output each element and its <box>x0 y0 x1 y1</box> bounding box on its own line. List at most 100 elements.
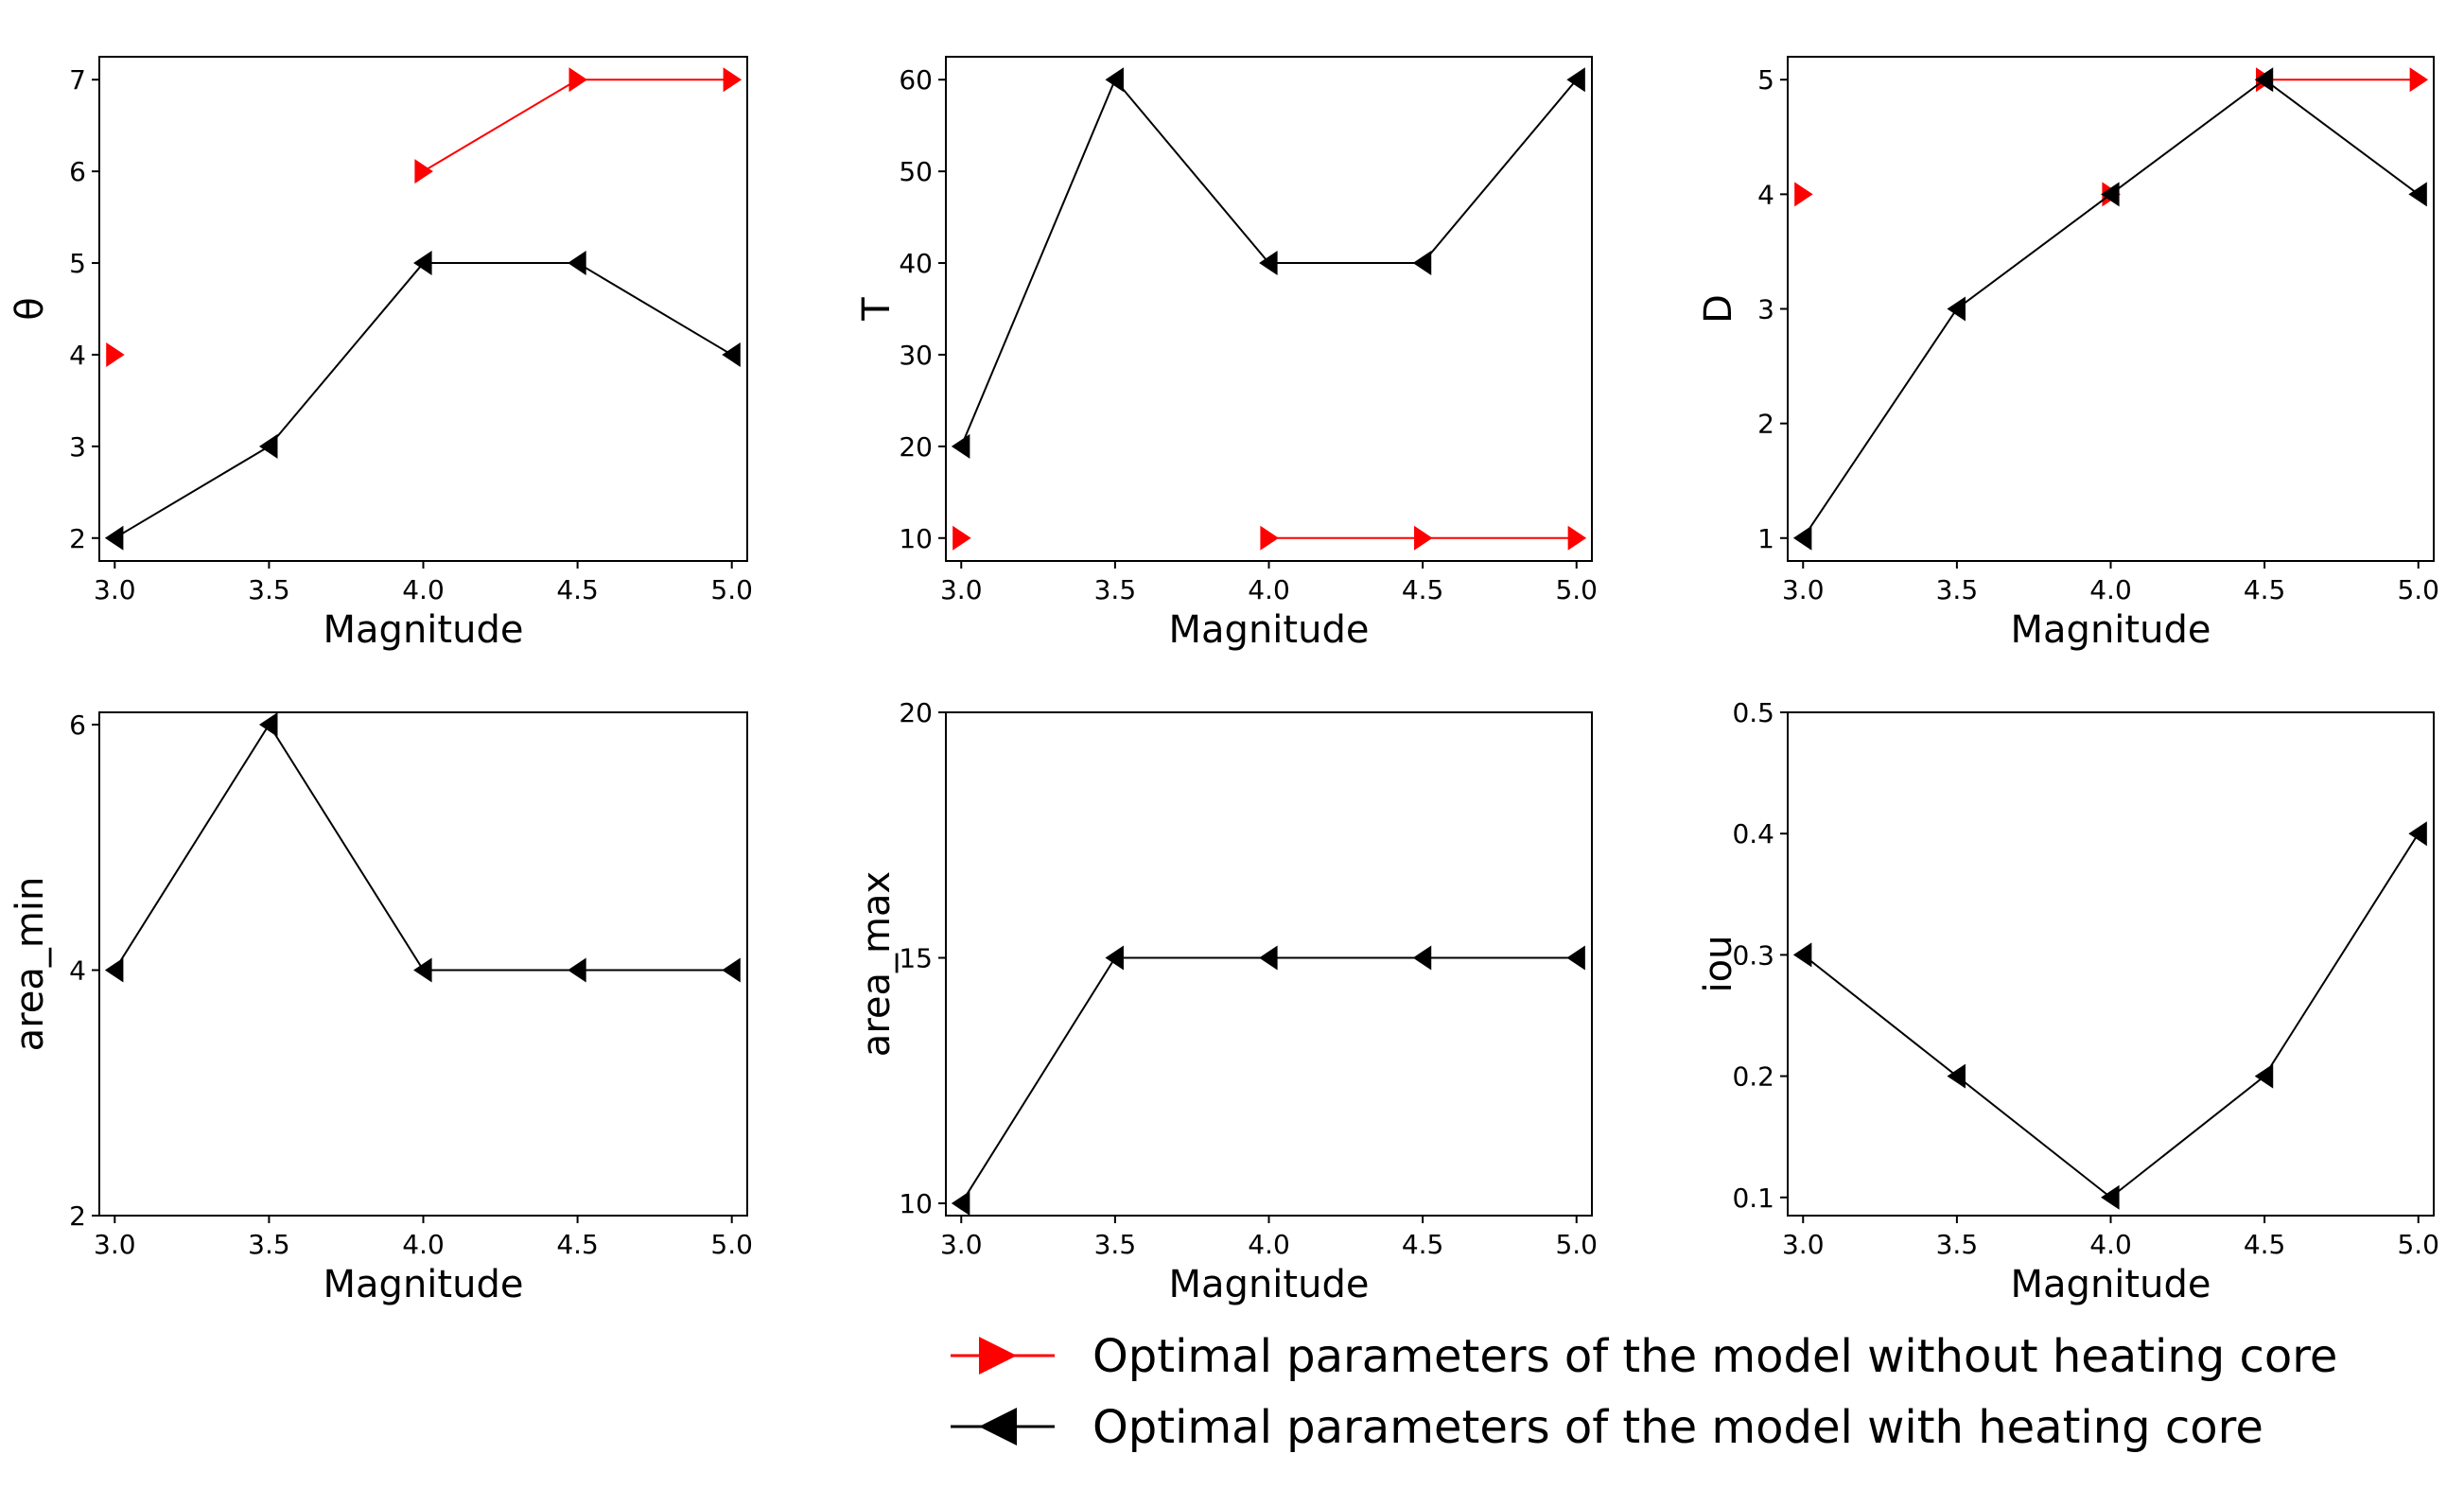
y-tick-label: 1 <box>1757 523 1774 554</box>
y-tick-label: 10 <box>899 523 933 554</box>
legend-marker-left-triangle <box>979 1408 1017 1445</box>
series-with-core <box>104 711 741 983</box>
x-tick-label: 3.0 <box>1782 1229 1825 1260</box>
x-tick-label: 4.0 <box>402 574 445 605</box>
series-with-core <box>1792 821 2427 1210</box>
x-tick-label: 5.0 <box>710 574 753 605</box>
y-tick-label: 5 <box>1757 64 1774 96</box>
x-tick-label: 4.0 <box>2089 1229 2132 1260</box>
x-tick-label: 5.0 <box>710 1229 753 1260</box>
data-point-marker <box>413 957 432 983</box>
series-with-core <box>1792 67 2427 551</box>
x-tick-label: 4.0 <box>1248 574 1290 605</box>
y-axis-title: area_min <box>9 877 52 1052</box>
legend-label-with-core: Optimal parameters of the model with hea… <box>1092 1401 2263 1454</box>
data-point-marker <box>2409 67 2429 93</box>
data-point-marker <box>414 159 433 184</box>
y-tick-label: 7 <box>69 64 86 96</box>
x-tick-label: 4.5 <box>2244 1229 2286 1260</box>
x-tick-label: 4.5 <box>1402 1229 1444 1260</box>
y-tick-label: 0.3 <box>1732 939 1774 971</box>
legend: Optimal parameters of the model without … <box>951 1330 2337 1454</box>
x-tick-label: 3.0 <box>940 574 983 605</box>
x-axis-title: Magnitude <box>323 1263 524 1306</box>
data-point-marker <box>1414 525 1433 551</box>
x-tick-label: 4.5 <box>1402 574 1444 605</box>
data-point-marker <box>722 957 741 983</box>
data-point-marker <box>1259 251 1278 276</box>
data-point-marker <box>952 525 971 551</box>
x-tick-label: 3.0 <box>94 574 136 605</box>
y-tick-label: 60 <box>899 64 933 96</box>
x-tick-label: 3.0 <box>1782 574 1825 605</box>
x-tick-label: 5.0 <box>2397 1229 2439 1260</box>
x-axis-title: Magnitude <box>323 608 524 652</box>
x-axis-title: Magnitude <box>1169 1263 1370 1306</box>
x-tick-label: 5.0 <box>1555 1229 1598 1260</box>
subplot-d: 3.0 3.5 4.0 4.5 5.0 1 2 3 4 5 Magnitude D <box>1697 56 2439 652</box>
y-tick-label: 2 <box>69 1200 86 1232</box>
y-tick-label: 6 <box>69 709 86 741</box>
data-point-marker <box>259 711 278 737</box>
data-point-marker <box>1794 182 1813 207</box>
x-tick-label: 4.0 <box>1248 1229 1290 1260</box>
y-axis-title: θ <box>9 297 52 320</box>
x-tick-label: 3.5 <box>1094 1229 1137 1260</box>
data-point-marker <box>1947 1063 1966 1089</box>
data-point-marker <box>568 957 586 983</box>
data-point-marker <box>2101 1184 2120 1210</box>
legend-entry-with-core: Optimal parameters of the model with hea… <box>951 1401 2263 1454</box>
subplot-grid: 3.0 3.5 4.0 4.5 5.0 2 3 4 5 6 7 Magnitude θ 3.0 3.5 4.0… <box>9 56 2439 1306</box>
x-tick-label: 3.5 <box>1936 1229 1979 1260</box>
data-point-marker <box>1566 67 1585 93</box>
axes-frame <box>945 56 1593 562</box>
y-axis-title: area_max <box>855 871 899 1057</box>
x-tick-label: 5.0 <box>1555 574 1598 605</box>
x-tick-label: 3.0 <box>940 1229 983 1260</box>
data-point-marker <box>2408 821 2427 847</box>
series-with-core <box>951 945 1585 1217</box>
subplot--: 3.0 3.5 4.0 4.5 5.0 2 3 4 5 6 7 Magnitude θ <box>9 56 753 652</box>
y-tick-label: 0.1 <box>1732 1182 1774 1214</box>
y-tick-label: 0.4 <box>1732 818 1774 850</box>
y-tick-label: 6 <box>69 156 86 187</box>
data-point-marker <box>1567 525 1587 551</box>
y-tick-label: 5 <box>69 248 86 279</box>
data-point-marker <box>1566 945 1585 971</box>
series-without-core <box>106 67 743 367</box>
series-line <box>1802 78 2420 539</box>
subplot-area-max: 3.0 3.5 4.0 4.5 5.0 10 15 20 Magnitude area_max <box>855 697 1598 1306</box>
x-axis-title: Magnitude <box>2011 608 2211 652</box>
data-point-marker <box>104 957 124 983</box>
x-axis-title: Magnitude <box>2011 1263 2211 1306</box>
data-point-marker <box>1412 945 1432 971</box>
y-tick-label: 30 <box>899 340 933 371</box>
x-tick-label: 4.0 <box>2089 574 2132 605</box>
data-point-marker <box>1412 251 1432 276</box>
series-line <box>1802 832 2420 1200</box>
x-tick-label: 3.5 <box>1094 574 1137 605</box>
y-tick-label: 0.5 <box>1732 697 1774 728</box>
y-axis-title: iou <box>1697 936 1740 993</box>
data-point-marker <box>413 251 432 276</box>
axes-frame <box>1787 711 2435 1217</box>
data-point-marker <box>568 251 586 276</box>
subplot-iou: 3.0 3.5 4.0 4.5 5.0 0.1 0.2 0.3 0.4 0.5 Magnitude i… <box>1697 697 2439 1306</box>
x-tick-label: 4.0 <box>402 1229 445 1260</box>
series-with-core <box>104 251 741 551</box>
subplot-t: 3.0 3.5 4.0 4.5 5.0 10 20 30 40 50 60 Magnitude T <box>855 56 1598 652</box>
y-tick-label: 4 <box>69 340 86 371</box>
data-point-marker <box>951 433 970 459</box>
series-without-core <box>952 525 1587 551</box>
data-point-marker <box>1105 945 1124 971</box>
legend-marker-right-triangle <box>979 1337 1017 1375</box>
x-tick-label: 4.5 <box>2244 574 2286 605</box>
data-point-marker <box>2254 67 2274 93</box>
data-point-marker <box>723 67 743 93</box>
data-point-marker <box>1792 525 1812 551</box>
axes-frame <box>98 56 748 562</box>
data-point-marker <box>951 1191 970 1217</box>
x-tick-label: 4.5 <box>556 1229 599 1260</box>
data-point-marker <box>2254 1063 2274 1089</box>
